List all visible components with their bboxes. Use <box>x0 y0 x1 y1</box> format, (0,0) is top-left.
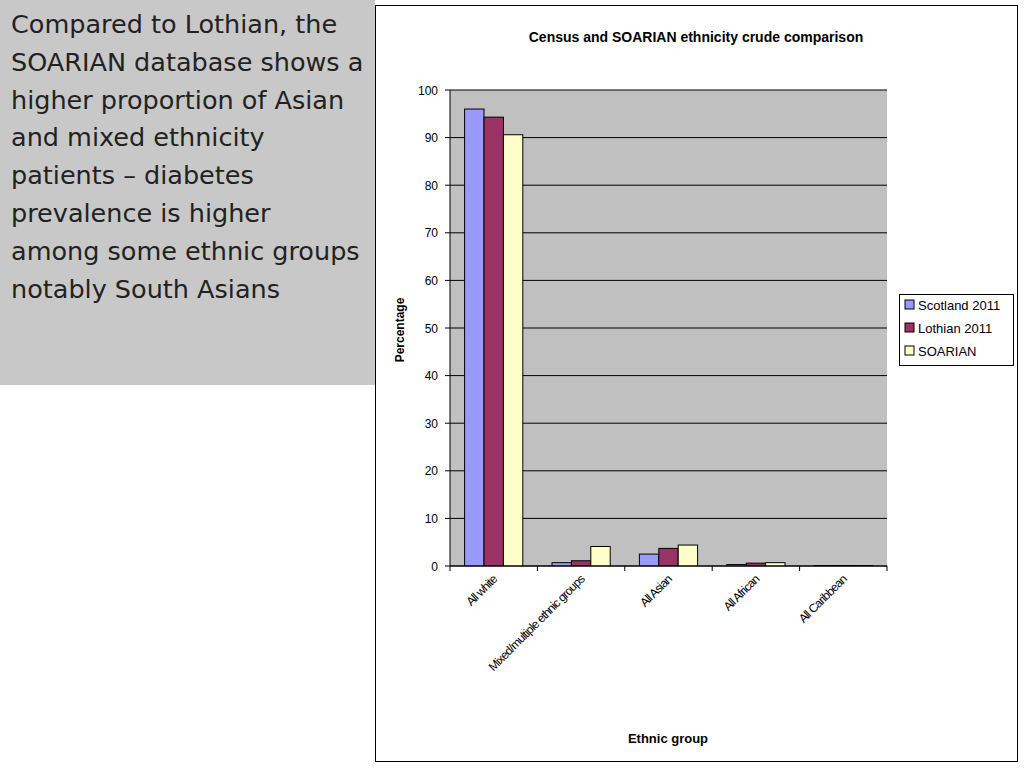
bar <box>465 109 484 566</box>
x-tick-label: All Asian <box>637 572 674 609</box>
y-tick-label: 20 <box>425 464 439 478</box>
x-tick <box>799 566 800 571</box>
x-tick <box>887 566 888 571</box>
y-axis <box>450 90 451 566</box>
bar <box>591 546 610 566</box>
legend-swatch <box>905 300 914 309</box>
annotation: Compared to Lothian, the SOARIAN databas… <box>11 9 363 304</box>
plot-area <box>450 90 887 566</box>
chart-frame <box>376 6 1018 762</box>
y-tick-label: 70 <box>425 226 439 240</box>
y-tick <box>445 232 450 233</box>
x-axis-label: Ethnic group <box>628 731 708 746</box>
bar <box>503 135 522 566</box>
grid-line <box>450 90 887 91</box>
y-tick-label: 10 <box>425 512 439 526</box>
x-tick-label: All Caribbean <box>796 572 850 626</box>
y-tick <box>445 470 450 471</box>
y-tick-label: 0 <box>431 560 438 574</box>
y-tick-label: 100 <box>418 84 438 98</box>
x-tick <box>537 566 538 571</box>
bar <box>639 554 658 566</box>
chart: Census and SOARIAN ethnicity crude compa… <box>0 0 1024 768</box>
grid-line <box>450 566 887 567</box>
x-tick-label: All African <box>721 572 762 613</box>
y-tick-label: 50 <box>425 322 439 336</box>
legend-swatch <box>905 323 914 332</box>
y-tick <box>445 185 450 186</box>
y-tick-label: 80 <box>425 179 439 193</box>
y-tick <box>445 280 450 281</box>
legend-label: Lothian 2011 <box>918 321 992 336</box>
y-tick <box>445 90 450 91</box>
bar <box>678 545 697 566</box>
y-tick <box>445 518 450 519</box>
y-tick <box>445 137 450 138</box>
y-tick-label: 30 <box>425 417 439 431</box>
y-axis-label: Percentage <box>393 297 407 362</box>
bar <box>484 117 503 566</box>
y-tick <box>445 328 450 329</box>
legend-box <box>900 295 1014 366</box>
chart-title: Census and SOARIAN ethnicity crude compa… <box>529 29 864 45</box>
y-tick-label: 90 <box>425 131 439 145</box>
legend-swatch <box>905 346 914 355</box>
y-tick-label: 60 <box>425 274 439 288</box>
y-tick <box>445 423 450 424</box>
annotation-box: Compared to Lothian, the SOARIAN databas… <box>0 0 375 385</box>
bars <box>465 109 873 566</box>
x-tick <box>712 566 713 571</box>
bar <box>571 561 590 566</box>
x-tick-label: All white <box>463 571 500 608</box>
x-tick <box>624 566 625 571</box>
x-tick <box>450 566 451 571</box>
bar <box>659 548 678 566</box>
y-tick-label: 40 <box>425 369 439 383</box>
x-tick-label: Mixed/multiple ethnic groups <box>486 572 588 674</box>
y-tick <box>445 566 450 567</box>
y-tick <box>445 375 450 376</box>
x-axis <box>450 566 887 567</box>
legend-label: Scotland 2011 <box>918 298 1000 313</box>
legend-label: SOARIAN <box>918 344 977 359</box>
